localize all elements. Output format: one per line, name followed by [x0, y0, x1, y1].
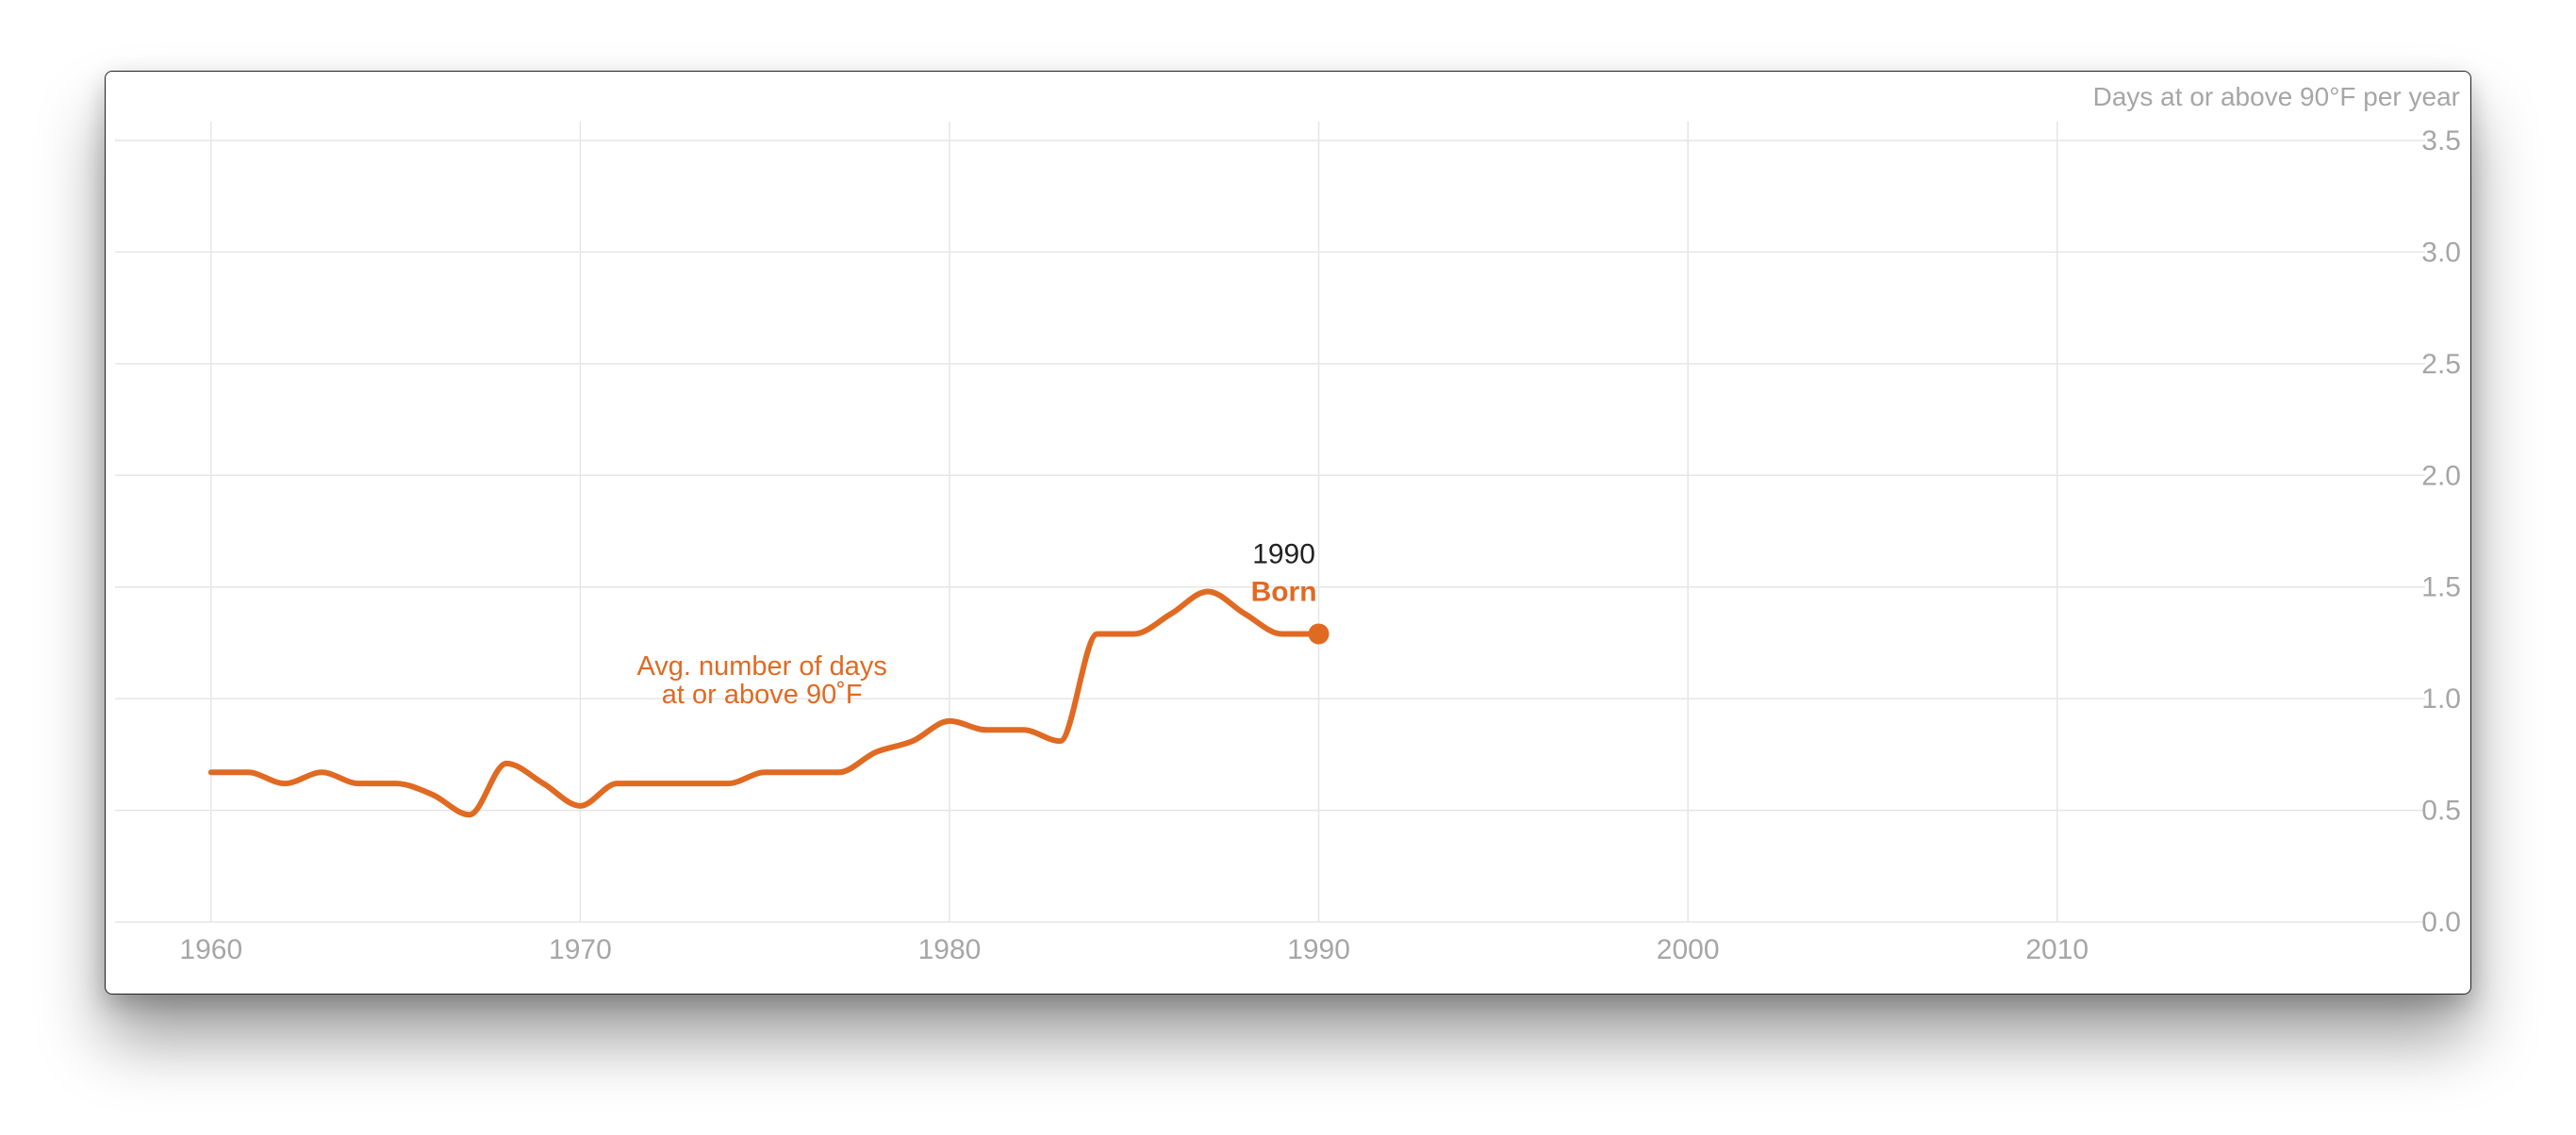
y-tick-label-5: 2.5	[2421, 349, 2461, 380]
x-tick-label-1: 1970	[549, 934, 612, 965]
y-tick-label-0: 0.0	[2421, 907, 2461, 938]
y-axis-title: Days at or above 90°F per year	[2093, 82, 2460, 111]
x-tick-label-2: 1980	[918, 934, 982, 965]
y-tick-label-4: 2.0	[2421, 460, 2461, 491]
series-layer	[207, 588, 1322, 818]
series-label-line-1: at or above 90˚F	[662, 680, 863, 710]
x-tick-label-5: 2010	[2025, 934, 2089, 965]
line-chart: 0.0 0.5 1.0 1.5 2.0 2.5 3.0 3.5 1960 1970 1980 1990…	[115, 82, 2461, 965]
series-label-line-0: Avg. number of days	[636, 651, 886, 682]
x-tick-label-0: 1960	[179, 934, 242, 965]
y-tick-label-7: 3.5	[2421, 125, 2461, 156]
y-tick-label-6: 3.0	[2421, 237, 2461, 268]
y-tick-label-1: 0.5	[2421, 796, 2461, 827]
born-year-label: 1990	[1252, 538, 1315, 569]
born-point-marker	[1308, 623, 1329, 645]
series-line-0	[207, 588, 1322, 818]
x-tick-label-4: 2000	[1657, 934, 1720, 965]
y-tick-label-2: 1.0	[2421, 683, 2461, 715]
y-tick-label-3: 1.5	[2421, 572, 2461, 603]
born-event-label: Born	[1251, 576, 1317, 607]
chart-card: 0.0 0.5 1.0 1.5 2.0 2.5 3.0 3.5 1960 1970 1980 1990…	[105, 71, 2471, 995]
grid-lines	[115, 122, 2425, 923]
x-tick-label-3: 1990	[1287, 934, 1350, 965]
tick-labels: 0.0 0.5 1.0 1.5 2.0 2.5 3.0 3.5 1960 1970 1980 1990…	[179, 125, 2461, 965]
